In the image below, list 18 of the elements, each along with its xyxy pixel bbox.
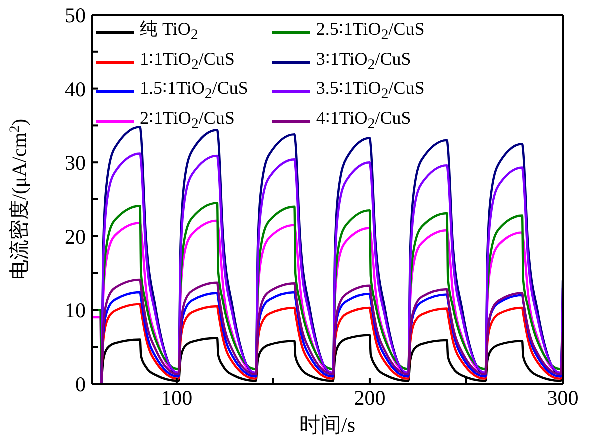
x-tick-label: 100 bbox=[161, 386, 193, 410]
y-tick-label: 10 bbox=[65, 298, 86, 323]
legend-label: 3.5∶1TiO$_{2}$/CuS bbox=[316, 77, 425, 105]
legend-label: 2.5∶1TiO$_{2}$/CuS bbox=[316, 18, 425, 46]
y-tick-label: 0 bbox=[76, 372, 86, 396]
legend-label: 3∶1TiO$_{2}$/CuS bbox=[316, 48, 412, 76]
x-axis-title: 时间/s bbox=[299, 413, 356, 437]
legend-label: 2∶1TiO$_{2}$/CuS bbox=[140, 106, 235, 134]
x-tick-label: 200 bbox=[354, 386, 386, 410]
y-tick-label: 30 bbox=[65, 151, 86, 176]
x-tick-label: 300 bbox=[547, 386, 579, 410]
legend-label: 纯 TiO$_{2}$ bbox=[140, 18, 198, 46]
y-tick-label: 50 bbox=[65, 3, 86, 28]
legend-label: 4∶1TiO$_{2}$/CuS bbox=[316, 106, 412, 134]
legend-label: 1.5∶1TiO$_{2}$/CuS bbox=[140, 77, 248, 105]
legend-label: 1∶1TiO$_{2}$/CuS bbox=[140, 48, 235, 76]
y-tick-label: 20 bbox=[65, 224, 86, 249]
y-tick-label: 40 bbox=[65, 77, 86, 102]
